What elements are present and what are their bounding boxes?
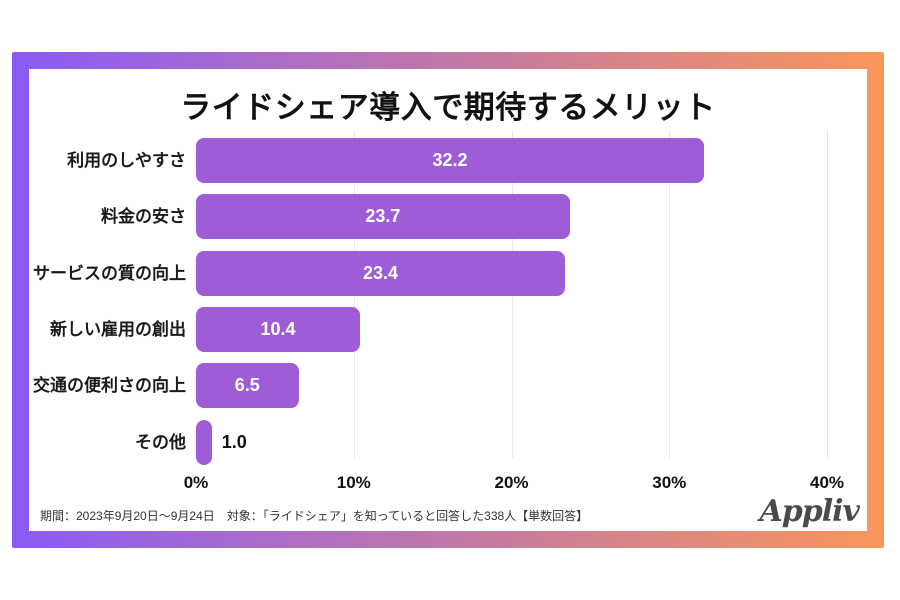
x-tick-label: 30% — [652, 473, 687, 492]
x-tick-label: 40% — [809, 473, 845, 492]
category-label: その他 — [135, 432, 186, 452]
bar-row: 6.5 — [196, 363, 827, 409]
bar-row: 32.2 — [196, 138, 827, 183]
category-label: サービスの質の向上 — [33, 263, 186, 283]
category-label: 交通の便利さの向上 — [33, 376, 186, 396]
survey-note: 期間：2023年9月20日〜9月24日 対象：「ライドシェア」を知っていると回答… — [40, 509, 589, 523]
gridline-40 — [827, 130, 828, 458]
bar-value-label: 1.0 — [221, 431, 247, 452]
appliv-logo: Appliv — [759, 494, 860, 529]
category-label: 料金の安さ — [101, 207, 186, 227]
bar-value-label: 6.5 — [234, 375, 260, 396]
category-label: 利用のしやすさ — [67, 151, 186, 170]
bar — [196, 138, 704, 183]
bar — [196, 306, 361, 352]
bar-row: 23.4 — [196, 250, 827, 296]
chart-rows: 32.2 23.7 23.4 10.4 6.5 1.0 — [196, 138, 827, 478]
x-tick-label: 0% — [183, 473, 209, 492]
bar — [196, 194, 570, 240]
chart-panel: ライドシェア導入で期待するメリット 利用のしやすさ料金の安さサービスの質の向上新… — [29, 69, 867, 531]
bar-row: 23.7 — [196, 194, 827, 240]
bar — [196, 250, 566, 296]
x-tick-label: 10% — [336, 473, 371, 492]
bar-row: 10.4 — [196, 306, 827, 352]
bar-value-label: 23.7 — [365, 206, 401, 227]
x-tick-label: 20% — [494, 473, 529, 492]
bar-value-label: 23.4 — [363, 262, 399, 283]
bar-value-label: 10.4 — [260, 318, 296, 339]
bar — [196, 363, 299, 409]
gridline-30 — [669, 130, 671, 458]
bar-row: 1.0 — [196, 419, 827, 465]
bar — [196, 419, 212, 465]
bar-value-label: 32.2 — [432, 150, 468, 170]
gradient-border-frame: ライドシェア導入で期待するメリット 利用のしやすさ料金の安さサービスの質の向上新… — [12, 52, 884, 548]
chart-title: ライドシェア導入で期待するメリット — [180, 90, 716, 125]
category-label: 新しい雇用の創出 — [50, 319, 186, 339]
x-axis: 0% 10% 20% 30% 40% — [184, 473, 844, 495]
